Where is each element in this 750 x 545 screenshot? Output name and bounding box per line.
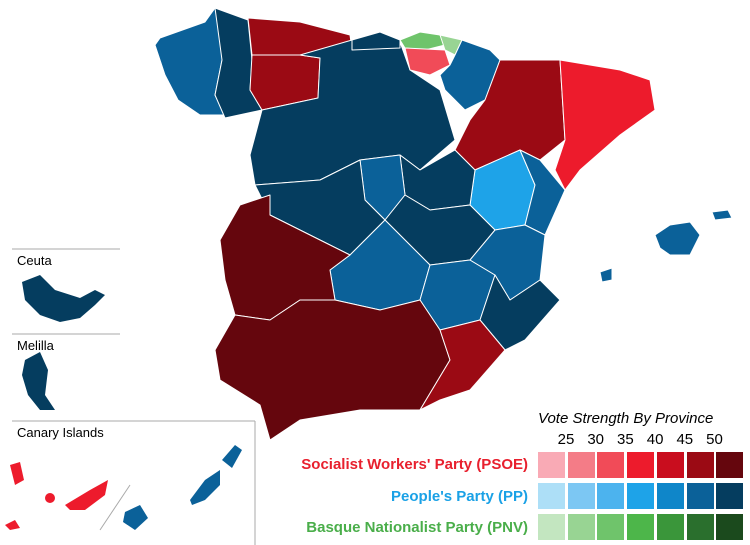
- province-ibiza: [599, 267, 613, 283]
- province-menorca: [711, 209, 733, 221]
- legend-swatch: [656, 452, 684, 478]
- legend-swatch: [567, 483, 595, 509]
- legend-party-psoe: Socialist Workers' Party (PSOE): [301, 456, 528, 473]
- province-murcia: [419, 319, 506, 411]
- legend-party-pp: People's Party (PP): [391, 488, 528, 505]
- legend-swatch: [716, 483, 744, 509]
- legend-tick: 25: [557, 431, 575, 448]
- legend-tick: 30: [587, 431, 605, 448]
- legend-swatch: [627, 452, 655, 478]
- canary-islands-map: [5, 445, 242, 530]
- province-andalusia: [214, 299, 451, 441]
- ceuta-map: [22, 275, 105, 322]
- ceuta-label: Ceuta: [17, 253, 52, 268]
- province-basque-biscay: [399, 31, 446, 51]
- province-alicante: [479, 274, 561, 351]
- province-mallorca: [654, 221, 701, 256]
- legend-swatch: [567, 452, 595, 478]
- legend-swatch: [597, 514, 625, 540]
- canary-islands-label: Canary Islands: [17, 425, 104, 440]
- legend-tick: 40: [646, 431, 664, 448]
- legend-swatch: [656, 483, 684, 509]
- legend-tick: 45: [676, 431, 694, 448]
- legend-swatch: [686, 452, 714, 478]
- province-galicia-west: [154, 7, 226, 116]
- legend-tick: 35: [617, 431, 634, 448]
- legend-swatch: [656, 514, 684, 540]
- legend-swatch: [627, 483, 655, 509]
- legend-swatch: [597, 483, 625, 509]
- legend-swatch: [716, 452, 744, 478]
- legend-swatch: [627, 514, 655, 540]
- legend-title: Vote Strength By Province: [538, 410, 714, 427]
- province-navarra: [439, 39, 501, 111]
- melilla-map: [22, 352, 55, 410]
- province-alava: [404, 47, 451, 76]
- province-cantabria: [351, 31, 401, 51]
- legend-swatch: [597, 452, 625, 478]
- inset-divider: [99, 484, 131, 531]
- province-catalonia: [554, 59, 656, 191]
- melilla-label: Melilla: [17, 338, 54, 353]
- legend-swatch: [538, 483, 565, 509]
- legend-swatch: [686, 514, 714, 540]
- legend-swatch: [538, 452, 565, 478]
- legend-swatch: [716, 514, 744, 540]
- legend-swatch: [686, 483, 714, 509]
- legend-tick: 50: [706, 431, 723, 448]
- legend-party-pnv: Basque Nationalist Party (PNV): [306, 519, 528, 536]
- legend-swatch: [567, 514, 595, 540]
- legend-swatch: [538, 514, 565, 540]
